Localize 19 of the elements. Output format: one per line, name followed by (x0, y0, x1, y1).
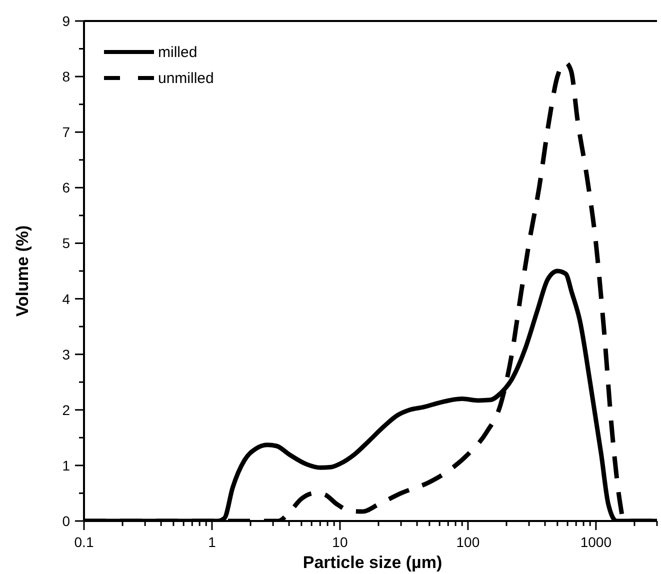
x-tick-label: 0.1 (74, 534, 94, 550)
y-tick-label: 8 (62, 68, 70, 85)
x-tick-label: 1000 (580, 534, 612, 550)
y-tick-label: 3 (62, 346, 70, 362)
legend-label: unmilled (158, 70, 214, 87)
y-tick-label: 0 (62, 513, 70, 529)
x-tick-label: 100 (456, 534, 480, 550)
x-axis-title: Particle size (µm) (302, 553, 442, 572)
legend-label: milled (158, 44, 198, 61)
y-tick-label: 2 (62, 402, 70, 418)
y-tick-label: 4 (62, 290, 70, 307)
y-tick-label: 1 (62, 457, 70, 474)
y-tick-label: 7 (62, 124, 70, 140)
y-tick-label: 6 (62, 180, 70, 196)
y-tick-label: 5 (62, 235, 70, 252)
y-tick-label: 9 (62, 13, 70, 29)
x-tick-label: 1 (208, 534, 216, 550)
x-tick-label: 10 (332, 534, 348, 550)
y-axis-title: Volume (%) (13, 225, 32, 317)
